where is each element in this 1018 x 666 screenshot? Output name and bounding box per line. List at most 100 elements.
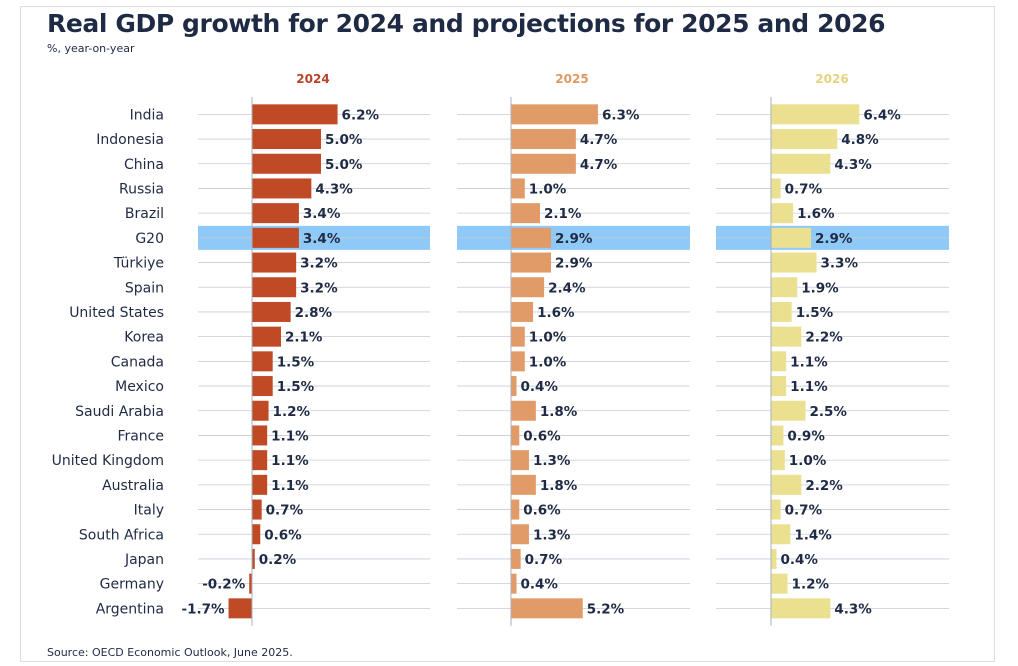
value-label-2026-korea: 2.2%: [805, 330, 843, 346]
value-label-2024-russia: 4.3%: [315, 181, 353, 197]
bar-2026-russia: [771, 178, 781, 199]
bar-2024-united-states: [252, 301, 291, 322]
bar-2026-brazil: [771, 203, 794, 224]
value-label-2024-korea: 2.1%: [285, 330, 323, 346]
bar-2024-india: [252, 104, 338, 125]
value-label-2024-united-kingdom: 1.1%: [271, 453, 309, 469]
bar-2024-france: [252, 425, 268, 446]
bar-2025-canada: [511, 351, 525, 372]
bar-2024-indonesia: [252, 129, 321, 150]
bar-2024-korea: [252, 326, 281, 347]
country-label-saudi-arabia: Saudi Arabia: [75, 404, 164, 420]
value-label-2025-australia: 1.8%: [540, 478, 578, 494]
bar-2025-italy: [511, 499, 520, 520]
bar-2026-canada: [771, 351, 787, 372]
value-label-2025-saudi-arabia: 1.8%: [540, 404, 578, 420]
value-label-2024-canada: 1.5%: [277, 354, 315, 370]
value-label-2026-india: 6.4%: [863, 107, 901, 123]
value-label-2024-saudi-arabia: 1.2%: [273, 404, 311, 420]
bar-2025-argentina: [511, 598, 583, 619]
bar-2025-t-rkiye: [511, 252, 552, 273]
country-label-france: France: [117, 428, 164, 444]
bar-2025-germany: [511, 573, 517, 594]
bar-2026-g20: [771, 227, 812, 248]
bar-2024-argentina: [228, 598, 252, 619]
value-label-2026-italy: 0.7%: [785, 503, 823, 519]
bar-2024-mexico: [252, 376, 273, 397]
bar-2026-germany: [771, 573, 788, 594]
country-label-united-states: United States: [69, 305, 164, 321]
value-label-2024-australia: 1.1%: [271, 478, 309, 494]
value-label-2024-china: 5.0%: [325, 157, 363, 173]
value-label-2025-india: 6.3%: [602, 107, 640, 123]
value-label-2024-brazil: 3.4%: [303, 206, 341, 222]
value-label-2026-united-kingdom: 1.0%: [789, 453, 827, 469]
value-label-2024-south-africa: 0.6%: [264, 527, 302, 543]
bar-2024-australia: [252, 474, 268, 495]
bar-2024-south-africa: [252, 524, 261, 545]
bar-2025-indonesia: [511, 129, 576, 150]
chart-title: Real GDP growth for 2024 and projections…: [47, 9, 886, 38]
value-label-2025-france: 0.6%: [523, 428, 561, 444]
bar-2026-saudi-arabia: [771, 400, 806, 421]
value-label-2025-mexico: 0.4%: [521, 379, 559, 395]
bar-2025-south-africa: [511, 524, 529, 545]
value-label-2026-brazil: 1.6%: [797, 206, 835, 222]
value-label-2026-spain: 1.9%: [801, 280, 839, 296]
bar-2024-spain: [252, 277, 297, 298]
value-label-2025-korea: 1.0%: [529, 330, 567, 346]
value-label-2024-india: 6.2%: [342, 107, 380, 123]
country-label-germany: Germany: [100, 577, 164, 593]
chart-subtitle: %, year-on-year: [47, 42, 135, 55]
value-label-2026-australia: 2.2%: [805, 478, 843, 494]
value-label-2025-china: 4.7%: [580, 157, 618, 173]
bar-2024-t-rkiye: [252, 252, 297, 273]
value-label-2026-saudi-arabia: 2.5%: [810, 404, 848, 420]
column-header-2026: 2026: [815, 72, 848, 86]
value-label-2024-argentina: -1.7%: [181, 601, 225, 617]
bar-2026-australia: [771, 474, 802, 495]
value-label-2025-japan: 0.7%: [525, 552, 563, 568]
country-label-spain: Spain: [125, 280, 164, 296]
value-label-2025-germany: 0.4%: [521, 577, 559, 593]
bar-2026-france: [771, 425, 784, 446]
bar-2025-united-states: [511, 301, 534, 322]
country-label-mexico: Mexico: [115, 379, 164, 395]
chart-frame: [20, 6, 995, 662]
bar-2025-saudi-arabia: [511, 400, 536, 421]
value-label-2026-russia: 0.7%: [785, 181, 823, 197]
value-label-2026-indonesia: 4.8%: [841, 132, 879, 148]
value-label-2025-t-rkiye: 2.9%: [555, 256, 593, 272]
country-label-china: China: [124, 157, 164, 173]
bar-2025-russia: [511, 178, 525, 199]
bar-2025-spain: [511, 277, 545, 298]
bar-2025-australia: [511, 474, 536, 495]
value-label-2025-canada: 1.0%: [529, 354, 567, 370]
bar-2024-japan: [252, 548, 255, 569]
value-label-2024-indonesia: 5.0%: [325, 132, 363, 148]
bar-2026-china: [771, 153, 831, 174]
bar-2026-italy: [771, 499, 781, 520]
value-label-2025-g20: 2.9%: [555, 231, 593, 247]
country-label-g20: G20: [135, 231, 164, 247]
column-header-2024: 2024: [296, 72, 329, 86]
value-label-2024-spain: 3.2%: [300, 280, 338, 296]
value-label-2026-canada: 1.1%: [790, 354, 828, 370]
bar-2026-spain: [771, 277, 798, 298]
bar-2025-brazil: [511, 203, 540, 224]
value-label-2024-t-rkiye: 3.2%: [300, 256, 338, 272]
chart-source: Source: OECD Economic Outlook, June 2025…: [47, 646, 293, 659]
bar-2024-germany: [249, 573, 252, 594]
value-label-2024-g20: 3.4%: [303, 231, 341, 247]
value-label-2025-south-africa: 1.3%: [533, 527, 571, 543]
value-label-2024-mexico: 1.5%: [277, 379, 315, 395]
country-label-russia: Russia: [119, 181, 164, 197]
value-label-2024-france: 1.1%: [271, 428, 309, 444]
value-label-2025-italy: 0.6%: [523, 503, 561, 519]
bar-2025-japan: [511, 548, 521, 569]
bar-2024-russia: [252, 178, 312, 199]
bar-2025-g20: [511, 227, 552, 248]
value-label-2026-united-states: 1.5%: [796, 305, 834, 321]
column-header-2025: 2025: [555, 72, 588, 86]
